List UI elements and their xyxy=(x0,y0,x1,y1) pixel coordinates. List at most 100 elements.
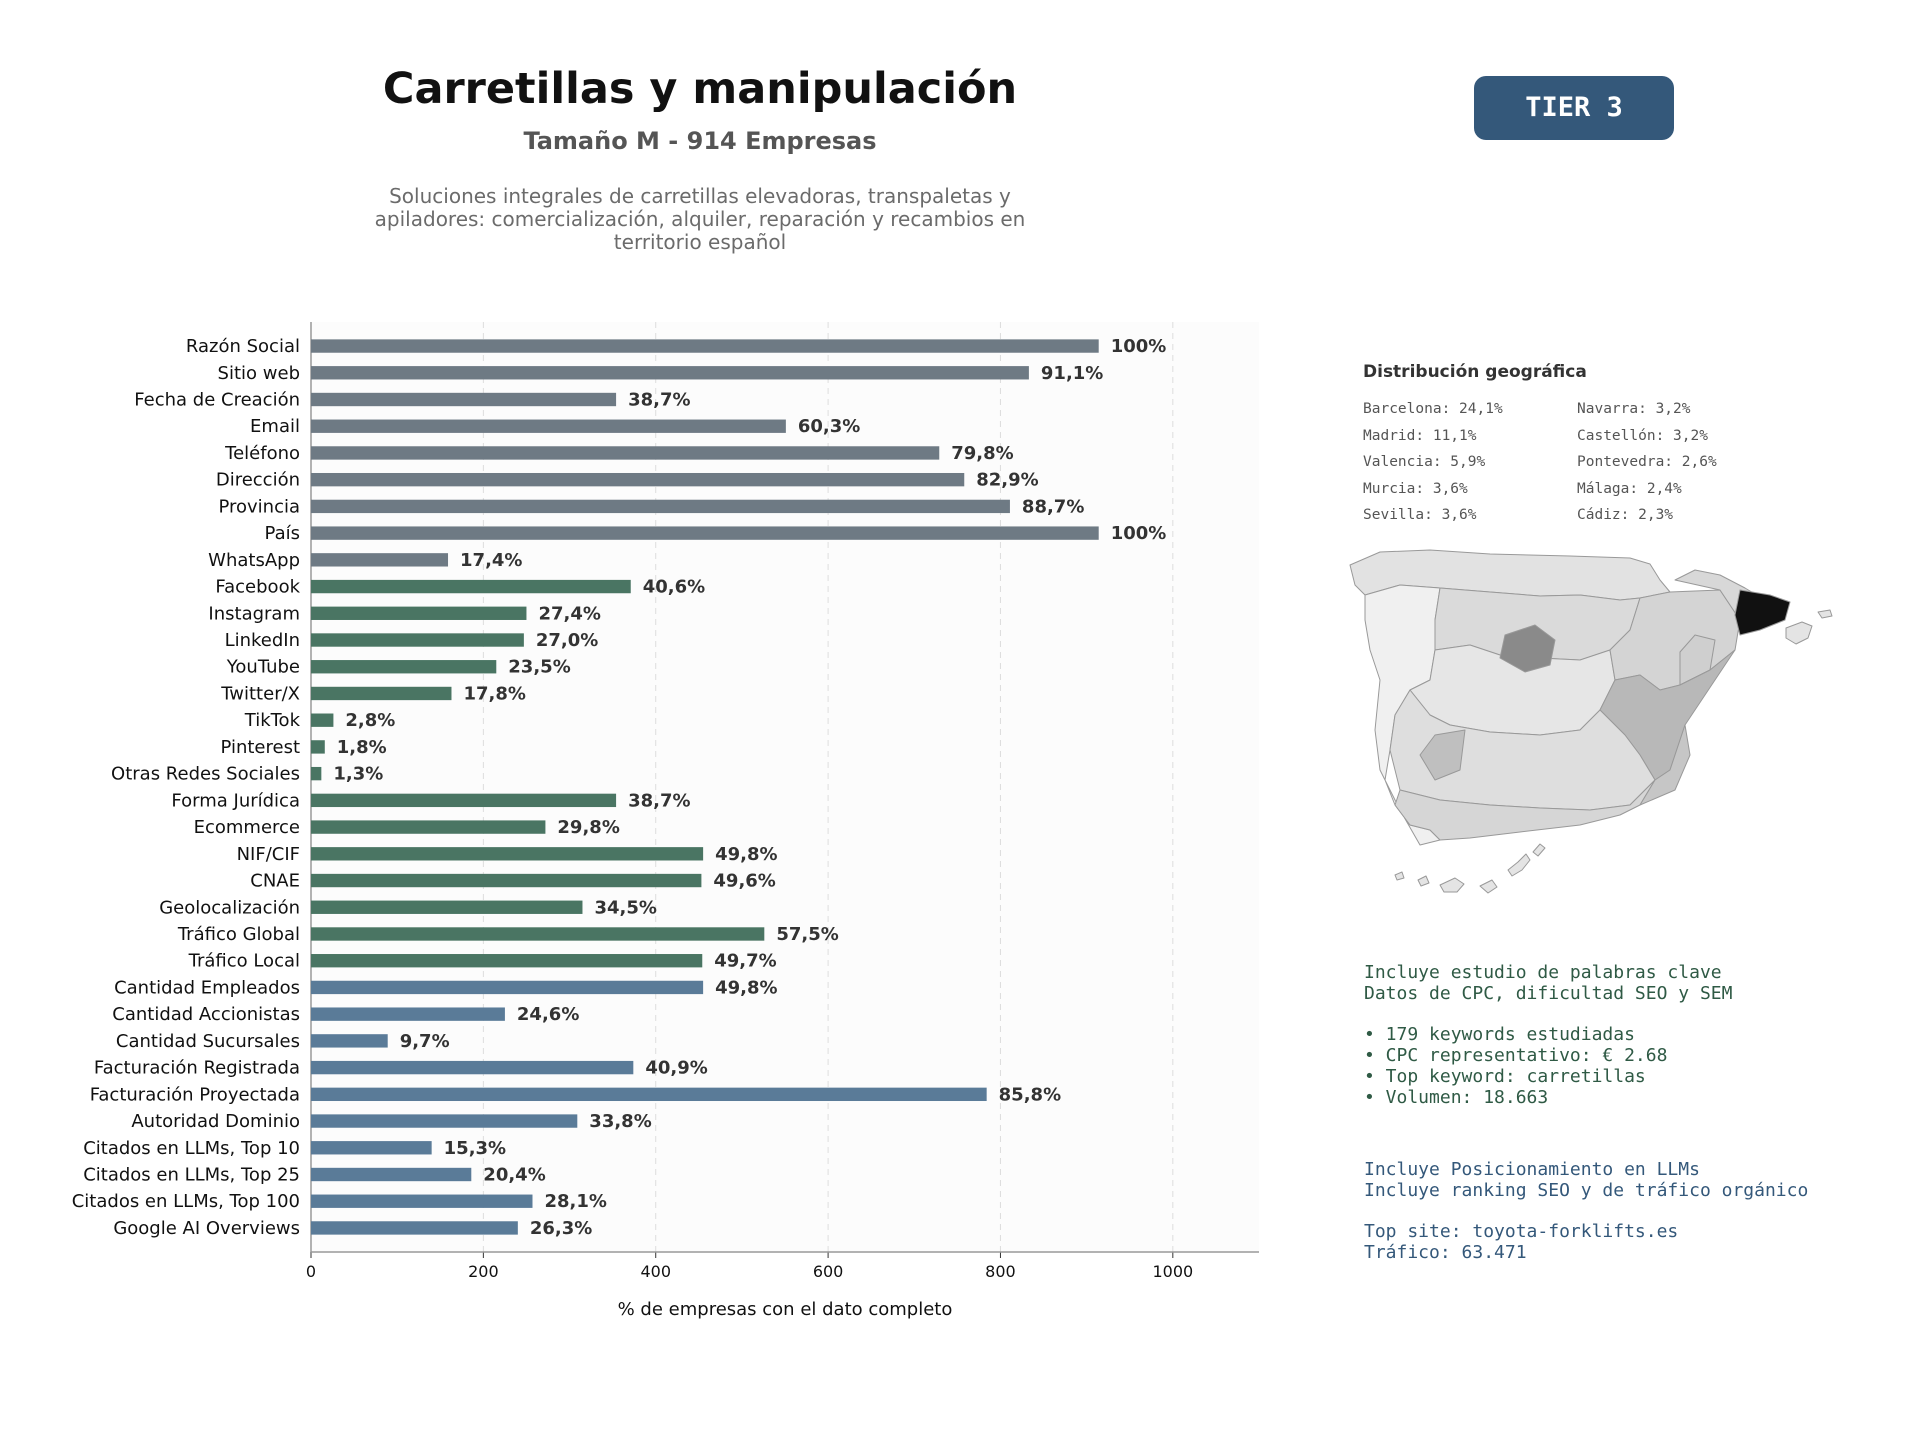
map-murcia-alicante-region xyxy=(1639,724,1691,806)
bar xyxy=(311,1114,578,1128)
value-label: 26,3% xyxy=(530,1218,592,1239)
category-label: Facebook xyxy=(215,577,300,598)
map-barcelona-region xyxy=(1734,589,1791,636)
category-label: Fecha de Creación xyxy=(134,390,300,411)
value-label: 17,4% xyxy=(460,550,522,571)
map-tarragona-region xyxy=(1679,634,1716,686)
value-label: 24,6% xyxy=(517,1004,579,1025)
bar xyxy=(311,419,786,433)
value-label: 49,6% xyxy=(713,871,775,892)
geo-entry: Castellón: 3,2% xyxy=(1577,427,1708,444)
category-label: Facturación Proyectada xyxy=(90,1084,300,1105)
map-andalusia-region xyxy=(1394,779,1656,841)
value-label: 9,7% xyxy=(400,1031,450,1052)
bar xyxy=(311,1221,518,1235)
category-label: Provincia xyxy=(218,496,300,517)
value-label: 100% xyxy=(1111,336,1167,357)
bar xyxy=(311,366,1029,380)
bar xyxy=(311,954,703,968)
geo-entry: Barcelona: 24,1% xyxy=(1363,401,1503,417)
geo-entry: Madrid: 11,1% xyxy=(1363,427,1477,444)
seo-bullet: • Volumen: 18.663 xyxy=(1364,1087,1549,1108)
category-label: Cantidad Accionistas xyxy=(112,1004,300,1025)
category-label: Tráfico Local xyxy=(188,951,300,972)
bar xyxy=(311,499,1010,514)
llm-line: Incluye Posicionamiento en LLMs xyxy=(1364,1159,1700,1180)
seo-line: Datos de CPC, dificultad SEO y SEM xyxy=(1364,983,1733,1004)
value-label: 20,4% xyxy=(483,1165,545,1186)
geo-list-right: Navarra: 3,2% Castellón: 3,2% Pontevedra… xyxy=(1577,396,1717,529)
value-label: 91,1% xyxy=(1041,363,1103,384)
bar xyxy=(311,1087,987,1102)
x-tick-label: 1000 xyxy=(1152,1262,1193,1281)
value-label: 15,3% xyxy=(444,1138,506,1159)
value-label: 27,0% xyxy=(536,630,598,651)
value-label: 29,8% xyxy=(557,817,619,838)
map-canarias-island xyxy=(1394,871,1405,881)
category-label: CNAE xyxy=(250,871,300,892)
map-canarias-island xyxy=(1479,879,1498,894)
bar xyxy=(311,820,546,834)
value-label: 38,7% xyxy=(628,790,690,811)
value-label: 49,7% xyxy=(714,951,776,972)
bar xyxy=(311,472,965,487)
bar xyxy=(311,847,704,861)
x-tick-label: 400 xyxy=(640,1262,671,1281)
bar xyxy=(311,660,497,674)
value-label: 40,9% xyxy=(645,1058,707,1079)
bar xyxy=(311,606,527,620)
x-tick-label: 800 xyxy=(985,1262,1016,1281)
x-tick-label: 0 xyxy=(306,1262,316,1281)
value-label: 100% xyxy=(1111,523,1167,544)
x-axis-title: % de empresas con el dato completo xyxy=(618,1299,953,1320)
value-label: 23,5% xyxy=(508,657,570,678)
category-label: YouTube xyxy=(226,657,300,678)
category-label: Sitio web xyxy=(218,363,300,384)
geo-entry: Sevilla: 3,6% xyxy=(1363,507,1477,523)
category-label: Citados en LLMs, Top 10 xyxy=(83,1138,300,1159)
bar xyxy=(311,980,704,995)
geo-entry: Valencia: 5,9% xyxy=(1363,454,1486,470)
category-label: Email xyxy=(250,416,300,437)
value-label: 17,8% xyxy=(463,683,525,704)
category-label: Ecommerce xyxy=(194,817,300,838)
seo-bullet: • CPC representativo: € 2.68 xyxy=(1364,1045,1668,1066)
x-tick-label: 600 xyxy=(813,1262,844,1281)
map-canarias-island xyxy=(1439,877,1465,893)
bar xyxy=(311,526,1099,540)
bar xyxy=(311,900,583,914)
value-label: 88,7% xyxy=(1022,496,1084,517)
bar xyxy=(311,740,325,754)
geo-entry: Málaga: 2,4% xyxy=(1577,480,1682,497)
bar xyxy=(311,1141,432,1155)
category-label: NIF/CIF xyxy=(237,844,300,865)
value-label: 40,6% xyxy=(643,577,705,598)
bar xyxy=(311,633,524,647)
category-label: País xyxy=(265,523,300,544)
seo-bullet: • Top keyword: carretillas xyxy=(1364,1066,1646,1087)
bar xyxy=(311,1060,634,1075)
x-tick-label: 200 xyxy=(468,1262,499,1281)
category-label: Cantidad Sucursales xyxy=(116,1031,300,1052)
seo-info-block: Incluye estudio de palabras clave Datos … xyxy=(1364,962,1732,1108)
llm-line: Tráfico: 63.471 xyxy=(1364,1242,1527,1263)
category-label: Citados en LLMs, Top 25 xyxy=(83,1165,300,1186)
category-label: Forma Jurídica xyxy=(171,790,300,811)
geo-entry: Cádiz: 2,3% xyxy=(1577,507,1674,523)
llm-line: Incluye ranking SEO y de tráfico orgánic… xyxy=(1364,1180,1809,1201)
map-canarias-island xyxy=(1417,875,1430,887)
map-canarias-island xyxy=(1532,843,1546,857)
value-label: 1,8% xyxy=(337,737,387,758)
value-label: 1,3% xyxy=(333,764,383,785)
value-label: 28,1% xyxy=(544,1191,606,1212)
category-label: Geolocalización xyxy=(159,897,300,918)
map-sevilla-region xyxy=(1419,729,1466,781)
value-label: 49,8% xyxy=(715,844,777,865)
category-label: Teléfono xyxy=(224,443,300,464)
bar xyxy=(311,766,322,781)
bar xyxy=(311,339,1099,353)
category-label: Citados en LLMs, Top 100 xyxy=(72,1191,300,1212)
geo-list-left: Barcelona: 24,1% Madrid: 11,1% Valencia:… xyxy=(1363,396,1503,529)
category-label: Twitter/X xyxy=(220,683,300,704)
value-label: 27,4% xyxy=(538,603,600,624)
